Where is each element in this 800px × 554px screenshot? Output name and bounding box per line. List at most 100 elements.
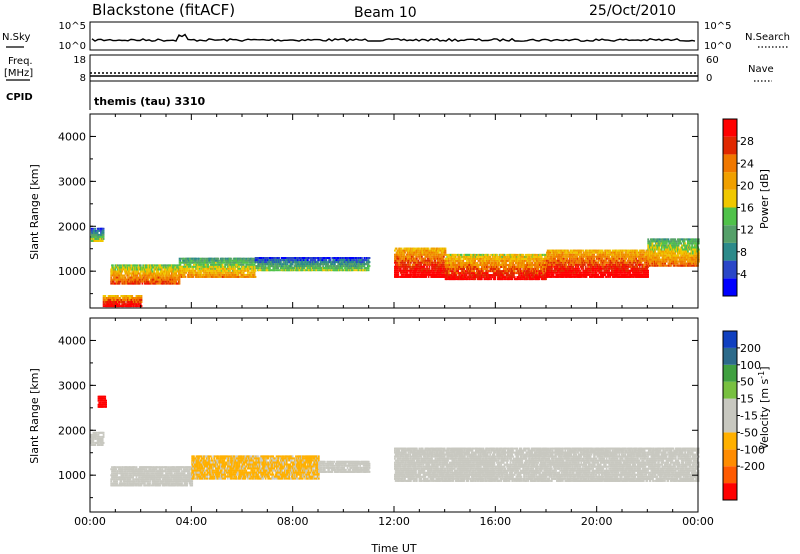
- echo-cell: [226, 267, 229, 270]
- echo-cell: [508, 274, 511, 277]
- echo-cell: [283, 259, 286, 262]
- echo-cell: [294, 267, 297, 270]
- echo-cell: [497, 266, 499, 268]
- echo-cell: [164, 280, 167, 283]
- echo-cell: [554, 269, 557, 272]
- echo-cell: [136, 278, 139, 281]
- echo-cell: [425, 249, 427, 252]
- echo-cell: [361, 263, 364, 266]
- echo-cell: [364, 259, 367, 262]
- echo-cell: [536, 253, 539, 256]
- echo-cell: [457, 272, 460, 275]
- echo-cell: [97, 229, 100, 232]
- echo-cell: [329, 259, 332, 262]
- echo-cell: [580, 255, 583, 258]
- echo-cell: [415, 271, 417, 274]
- echo-cell: [329, 261, 332, 264]
- echo-cell: [440, 261, 443, 264]
- echo-cell: [201, 275, 204, 278]
- echo-cell: [145, 280, 148, 283]
- echo-cell: [448, 272, 450, 275]
- echo-cell: [297, 263, 300, 266]
- echo-cell: [457, 257, 460, 260]
- echo-cell: [220, 275, 222, 278]
- echo-cell: [280, 265, 283, 268]
- echo-cell: [446, 253, 449, 256]
- echo-cell: [562, 261, 565, 264]
- echo-cell: [307, 259, 309, 262]
- echo-cell: [248, 261, 251, 264]
- echo-cell: [487, 253, 490, 256]
- echo-cell: [248, 275, 251, 278]
- echo-cell: [315, 257, 318, 259]
- echo-cell: [117, 272, 120, 275]
- echo-cell: [508, 278, 511, 281]
- echo-cell: [394, 253, 397, 256]
- echo-cell: [149, 272, 152, 275]
- echo-cell: [192, 261, 194, 264]
- echo-cell: [419, 273, 422, 276]
- echo-cell: [560, 273, 563, 276]
- echo-cell: [559, 263, 562, 266]
- echo-cell: [444, 264, 447, 266]
- echo-cell: [225, 275, 228, 278]
- echo-cell: [486, 253, 489, 256]
- echo-cell: [539, 257, 541, 260]
- echo-cell: [295, 263, 297, 266]
- echo-cell: [283, 269, 286, 272]
- echo-cell: [117, 264, 119, 267]
- echo-cell: [557, 269, 560, 272]
- echo-cell: [280, 257, 283, 259]
- echo-cell: [207, 275, 210, 278]
- echo-cell: [595, 271, 598, 274]
- echo-cell: [228, 257, 231, 260]
- echo-cell: [511, 257, 514, 260]
- echo-cell: [310, 269, 313, 272]
- echo-cell: [152, 266, 155, 269]
- echo-cell: [503, 272, 506, 275]
- echo-cell: [527, 268, 530, 270]
- echo-cell: [394, 259, 397, 262]
- echo-cell: [419, 251, 422, 254]
- echo-cell: [165, 278, 168, 281]
- echo-cell: [430, 249, 433, 252]
- echo-cell: [500, 272, 503, 275]
- echo-cell: [560, 271, 563, 274]
- echo-cell: [415, 253, 418, 256]
- echo-cell: [212, 261, 215, 264]
- echo-cell: [258, 265, 261, 268]
- echo-cell: [408, 257, 411, 260]
- echo-cell: [147, 280, 150, 283]
- echo-cell: [343, 263, 345, 266]
- echo-cell: [468, 257, 471, 260]
- echo-cell: [142, 272, 145, 275]
- echo-cell: [344, 263, 347, 266]
- echo-cell: [513, 266, 516, 268]
- echo-cell: [540, 259, 543, 262]
- echo-cell: [522, 257, 525, 260]
- echo-cell: [587, 261, 590, 264]
- echo-cell: [163, 264, 166, 267]
- echo-cell: [534, 253, 537, 256]
- echo-cell: [486, 272, 489, 275]
- echo-cell: [359, 261, 362, 264]
- echo-cell: [398, 265, 400, 268]
- echo-cell: [451, 266, 454, 268]
- echo-cell: [475, 253, 478, 256]
- echo-cell: [156, 264, 159, 267]
- echo-cell: [426, 265, 428, 268]
- echo-cell: [584, 265, 587, 268]
- echo-cell: [116, 276, 118, 279]
- echo-cell: [120, 272, 123, 275]
- echo-cell: [207, 269, 210, 272]
- date-title: 25/Oct/2010: [589, 3, 676, 19]
- echo-cell: [176, 276, 178, 279]
- echo-cell: [280, 269, 283, 272]
- echo-cell: [432, 263, 434, 266]
- echo-cell: [402, 273, 405, 276]
- echo-cell: [110, 276, 113, 279]
- echo-cell: [501, 257, 503, 260]
- echo-cell: [212, 267, 215, 270]
